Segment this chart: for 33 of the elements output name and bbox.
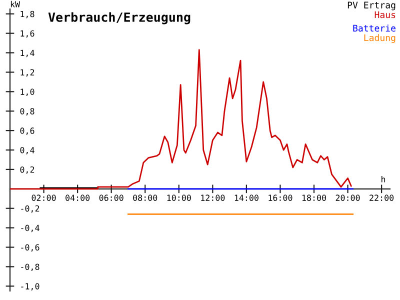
y-tick-label: 0,2 — [20, 166, 34, 174]
x-tick-label: 14:00 — [234, 194, 258, 201]
text: Haus — [374, 11, 396, 18]
x-tick-label: 02:00 — [32, 194, 56, 201]
y-tick-label: -1,0 — [21, 283, 40, 290]
text: Batterie — [353, 24, 396, 32]
y-tick-label: 0,6 — [20, 128, 34, 135]
chart-title: Verbrauch/Erzeugung — [48, 12, 190, 24]
x-tick-label: 16:00 — [268, 194, 292, 201]
y-tick-label: 1,6 — [20, 30, 34, 38]
y-tick-label: -0,2 — [21, 205, 40, 213]
text: Ladung — [364, 34, 396, 43]
y-tick-label: -0,6 — [21, 244, 40, 252]
y-tick-label: 1,8 — [20, 10, 34, 18]
y-tick-label: -0,8 — [21, 264, 40, 272]
y-tick-label: 1,4 — [20, 50, 34, 58]
x-axis-title: h — [382, 176, 386, 182]
x-tick-label: 22:00 — [370, 194, 394, 201]
x-tick-label: 18:00 — [302, 194, 326, 201]
y-tick-label: 0,8 — [20, 108, 34, 116]
text: PV Ertrag — [348, 2, 396, 10]
x-tick-label: 10:00 — [167, 194, 191, 201]
line-series — [10, 49, 352, 190]
x-tick-label: 04:00 — [66, 194, 90, 201]
x-tick-label: 08:00 — [133, 194, 158, 201]
x-tick-label: 12:00 — [201, 194, 225, 201]
x-tick-label: 06:00 — [99, 194, 124, 201]
y-tick-label: 0,4 — [20, 147, 34, 154]
x-tick-label: 20:00 — [336, 194, 360, 201]
y-tick-label: 1,0 — [20, 88, 34, 96]
y-tick-label: 1,2 — [20, 69, 34, 77]
y-axis-title: kW — [10, 0, 20, 8]
y-tick-label: -0,4 — [21, 224, 40, 232]
